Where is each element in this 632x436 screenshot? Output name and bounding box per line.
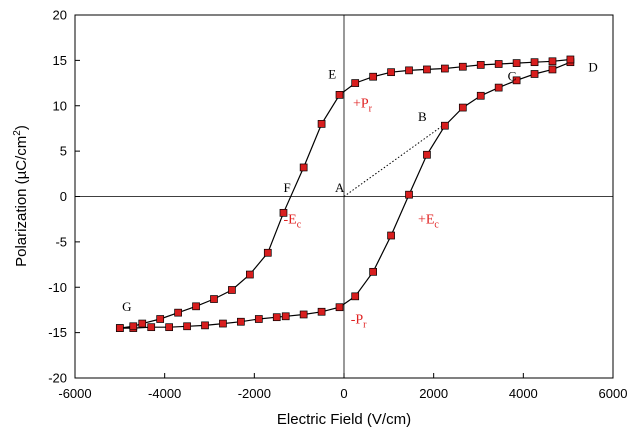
data-point: [387, 231, 395, 240]
data-point: [494, 83, 503, 92]
data-point: [494, 60, 503, 68]
x-axis-title: Electric Field (V/cm): [277, 411, 411, 428]
point-label: G: [122, 299, 131, 314]
data-point: [115, 324, 124, 332]
data-markers: [115, 55, 575, 332]
annotation-label: -Ec: [283, 213, 301, 231]
data-point: [405, 190, 413, 199]
data-point: [351, 79, 360, 87]
y-axis-title: Polarization (µC/cm2): [12, 125, 30, 267]
data-point: [237, 317, 245, 326]
x-tick-label: 2000: [419, 386, 448, 401]
data-point: [147, 323, 156, 332]
x-tick-label: -2000: [238, 386, 271, 401]
initial-polarization-curve: [343, 125, 443, 197]
data-point: [423, 65, 431, 74]
data-point: [138, 319, 147, 328]
point-label: E: [328, 67, 336, 82]
series-line-2: [119, 58, 571, 329]
data-point: [246, 270, 254, 279]
y-tick-label: -5: [55, 234, 67, 249]
point-label: A: [335, 180, 345, 195]
data-point: [281, 312, 290, 321]
y-tick-label: 5: [60, 144, 67, 159]
data-point: [458, 62, 467, 71]
x-tick-label: 4000: [509, 386, 538, 401]
point-labels: A B C D E F G: [122, 59, 598, 314]
data-point: [228, 286, 236, 294]
y-tick-label: -15: [48, 325, 67, 340]
x-tick-label: 0: [340, 386, 347, 401]
data-point: [423, 150, 431, 159]
data-point: [165, 323, 173, 332]
y-tick-label: 10: [53, 98, 67, 113]
data-point: [299, 310, 308, 319]
hysteresis-loop-lines: [119, 58, 571, 329]
point-label: C: [508, 68, 517, 83]
data-point: [512, 59, 521, 67]
data-point: [317, 307, 326, 316]
data-point: [476, 61, 485, 69]
data-point: [201, 321, 209, 330]
data-point: [351, 292, 360, 301]
point-label: F: [283, 180, 290, 195]
y-axis-title-end: ): [13, 125, 30, 130]
data-point: [317, 120, 326, 128]
annotation-label: +Ec: [418, 213, 439, 231]
y-axis-title-main: Polarization (µC/cm: [13, 136, 30, 267]
data-point: [512, 76, 521, 85]
data-point: [369, 72, 377, 81]
annotation-label: -Pr: [351, 313, 367, 331]
y-tick-label: -20: [48, 371, 67, 386]
x-tick-label: 6000: [599, 386, 628, 401]
data-point: [335, 303, 344, 312]
data-point: [548, 65, 557, 74]
data-point: [254, 315, 263, 323]
y-axis-ticks: -20 -15 -10 -5 0 5 10 15 20: [48, 8, 80, 386]
series-line-1: [119, 61, 571, 329]
point-label: B: [418, 109, 427, 124]
initial-curve-line: [343, 125, 443, 197]
data-point: [369, 267, 377, 276]
data-point: [192, 302, 200, 311]
annotation-label: +Pr: [353, 97, 373, 115]
x-tick-label: -4000: [148, 386, 181, 401]
data-point: [548, 57, 557, 66]
data-point: [210, 295, 218, 303]
y-tick-label: -10: [48, 280, 67, 295]
data-point: [299, 163, 308, 172]
data-point: [530, 70, 539, 78]
x-axis-ticks: -6000 -4000 -2000 0 2000 4000 6000: [58, 373, 627, 401]
data-point: [335, 91, 344, 99]
y-tick-label: 15: [53, 53, 67, 68]
y-tick-label: 0: [60, 189, 67, 204]
data-point: [566, 55, 575, 64]
annotations: +Pr -Ec +Ec -Pr: [283, 97, 439, 331]
data-point: [441, 121, 449, 130]
data-point: [219, 319, 227, 328]
data-point: [458, 103, 467, 112]
data-point: [183, 322, 191, 331]
data-point: [530, 58, 539, 67]
data-point: [263, 248, 272, 257]
data-point: [156, 315, 165, 323]
data-point: [174, 308, 182, 317]
x-tick-label: -6000: [58, 386, 91, 401]
data-point: [272, 313, 281, 322]
y-tick-label: 20: [53, 8, 67, 23]
data-point: [405, 66, 413, 75]
data-point: [129, 322, 138, 331]
y-axis-title-sup: 2: [12, 130, 23, 136]
point-label: D: [588, 59, 597, 74]
data-point: [441, 64, 449, 73]
data-point: [279, 208, 288, 217]
data-point: [476, 91, 485, 100]
data-point: [387, 68, 395, 77]
